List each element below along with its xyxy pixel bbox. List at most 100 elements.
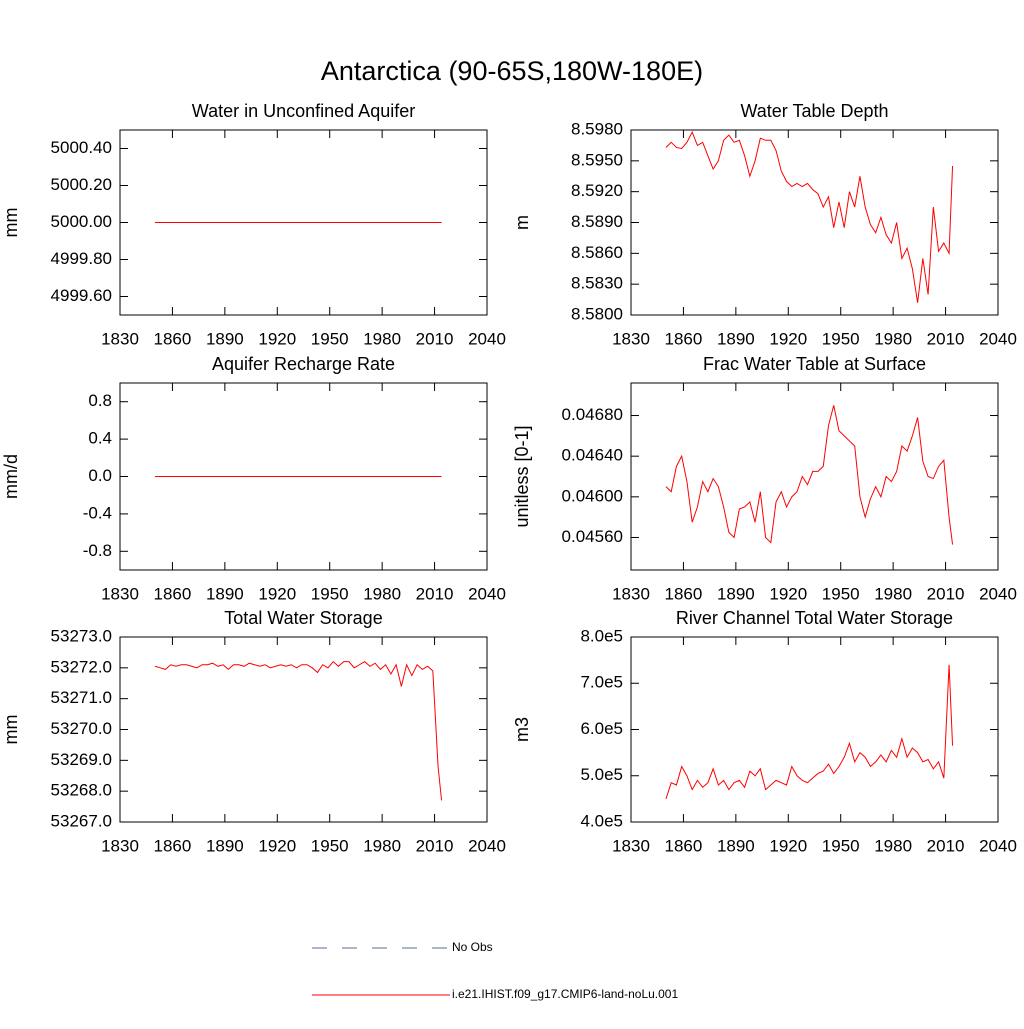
y-tick-label: 0.04680 <box>562 405 623 424</box>
x-tick-label: 1980 <box>874 329 912 348</box>
x-tick-label: 1860 <box>154 584 192 603</box>
y-tick-label: 7.0e5 <box>580 673 623 692</box>
x-tick-label: 1830 <box>612 329 650 348</box>
y-tick-label: 0.8 <box>88 391 112 410</box>
y-tick-label: 8.5950 <box>571 150 623 169</box>
y-axis-label: mm <box>1 715 21 745</box>
x-tick-label: 1920 <box>258 584 296 603</box>
x-tick-label: 1980 <box>874 584 912 603</box>
x-tick-label: 1950 <box>822 584 860 603</box>
legend-label: i.e21.IHIST.f09_g17.CMIP6-land-noLu.001 <box>452 987 678 1001</box>
plot-frame <box>630 636 999 823</box>
y-tick-label: 4.0e5 <box>580 811 623 830</box>
x-tick-label: 1890 <box>206 584 244 603</box>
y-tick-label: 8.5980 <box>571 119 623 138</box>
x-tick-label: 1950 <box>822 329 860 348</box>
y-tick-label: 53273.0 <box>51 626 112 645</box>
x-tick-label: 1950 <box>311 836 349 855</box>
x-tick-label: 1890 <box>717 836 755 855</box>
x-tick-label: 1830 <box>101 836 139 855</box>
x-tick-label: 1920 <box>769 584 807 603</box>
y-axis-label: unitless [0-1] <box>512 425 532 527</box>
y-tick-label: 53269.0 <box>51 750 112 769</box>
data-line <box>665 130 954 303</box>
x-tick-label: 1920 <box>769 836 807 855</box>
y-axis-label: m <box>512 215 532 230</box>
x-tick-label: 1830 <box>101 329 139 348</box>
y-tick-label: 0.04560 <box>562 527 623 546</box>
y-tick-label: 0.04600 <box>562 486 623 505</box>
x-tick-label: 1890 <box>206 836 244 855</box>
x-tick-label: 1980 <box>874 836 912 855</box>
panel-title: Aquifer Recharge Rate <box>212 354 395 374</box>
x-tick-label: 2010 <box>927 584 965 603</box>
y-tick-label: 53272.0 <box>51 657 112 676</box>
x-tick-label: 2040 <box>468 836 506 855</box>
y-tick-label: 4999.60 <box>51 286 112 305</box>
x-tick-label: 2040 <box>979 584 1017 603</box>
y-tick-label: 8.5860 <box>571 243 623 262</box>
y-tick-label: 5000.40 <box>51 138 112 157</box>
x-tick-label: 2010 <box>927 329 965 348</box>
y-tick-label: 6.0e5 <box>580 719 623 738</box>
y-axis-label: m3 <box>512 717 532 742</box>
x-tick-label: 1920 <box>258 329 296 348</box>
x-tick-label: 1920 <box>258 836 296 855</box>
y-tick-label: 53271.0 <box>51 688 112 707</box>
x-tick-label: 1950 <box>311 329 349 348</box>
x-tick-label: 1980 <box>363 329 401 348</box>
x-tick-label: 1980 <box>363 584 401 603</box>
x-tick-label: 1860 <box>665 836 703 855</box>
data-line <box>665 664 954 800</box>
x-tick-label: 1890 <box>717 329 755 348</box>
y-tick-label: 5000.20 <box>51 175 112 194</box>
x-tick-label: 1920 <box>769 329 807 348</box>
panel-title: Water in Unconfined Aquifer <box>192 101 415 121</box>
x-tick-label: 2040 <box>468 329 506 348</box>
y-tick-label: 5.0e5 <box>580 765 623 784</box>
figure-title: Antarctica (90-65S,180W-180E) <box>321 56 703 86</box>
x-tick-label: 1830 <box>612 836 650 855</box>
data-line <box>154 660 443 801</box>
x-tick-label: 1830 <box>612 584 650 603</box>
data-line <box>665 405 954 545</box>
panel-title: River Channel Total Water Storage <box>676 608 953 628</box>
plot-frame <box>630 382 999 571</box>
y-tick-label: 53267.0 <box>51 811 112 830</box>
y-tick-label: 8.5920 <box>571 181 623 200</box>
panel-title: Total Water Storage <box>224 608 382 628</box>
y-tick-label: 8.5890 <box>571 212 623 231</box>
x-tick-label: 1950 <box>822 836 860 855</box>
x-tick-label: 2010 <box>927 836 965 855</box>
x-tick-label: 1980 <box>363 836 401 855</box>
y-tick-label: 8.5800 <box>571 304 623 323</box>
y-tick-label: 53270.0 <box>51 719 112 738</box>
x-tick-label: 2040 <box>468 584 506 603</box>
y-tick-label: 0.4 <box>88 429 112 448</box>
panel-title: Frac Water Table at Surface <box>703 354 926 374</box>
x-tick-label: 2010 <box>416 584 454 603</box>
x-tick-label: 1890 <box>206 329 244 348</box>
legend-label: No Obs <box>452 940 493 954</box>
y-axis-label: mm <box>1 208 21 238</box>
x-tick-label: 1860 <box>154 836 192 855</box>
y-tick-label: -0.8 <box>83 541 112 560</box>
x-tick-label: 1950 <box>311 584 349 603</box>
x-tick-label: 2040 <box>979 329 1017 348</box>
y-tick-label: 53268.0 <box>51 781 112 800</box>
x-tick-label: 1830 <box>101 584 139 603</box>
y-tick-label: 8.0e5 <box>580 626 623 645</box>
y-tick-label: 8.5830 <box>571 274 623 293</box>
y-axis-label: mm/d <box>1 454 21 499</box>
x-tick-label: 1860 <box>154 329 192 348</box>
x-tick-label: 1860 <box>665 329 703 348</box>
x-tick-label: 2010 <box>416 329 454 348</box>
y-tick-label: -0.4 <box>83 503 112 522</box>
x-tick-label: 2010 <box>416 836 454 855</box>
y-tick-label: 0.0 <box>88 466 112 485</box>
plot-frame <box>630 129 999 316</box>
x-tick-label: 2040 <box>979 836 1017 855</box>
y-tick-label: 0.04640 <box>562 446 623 465</box>
x-tick-label: 1890 <box>717 584 755 603</box>
